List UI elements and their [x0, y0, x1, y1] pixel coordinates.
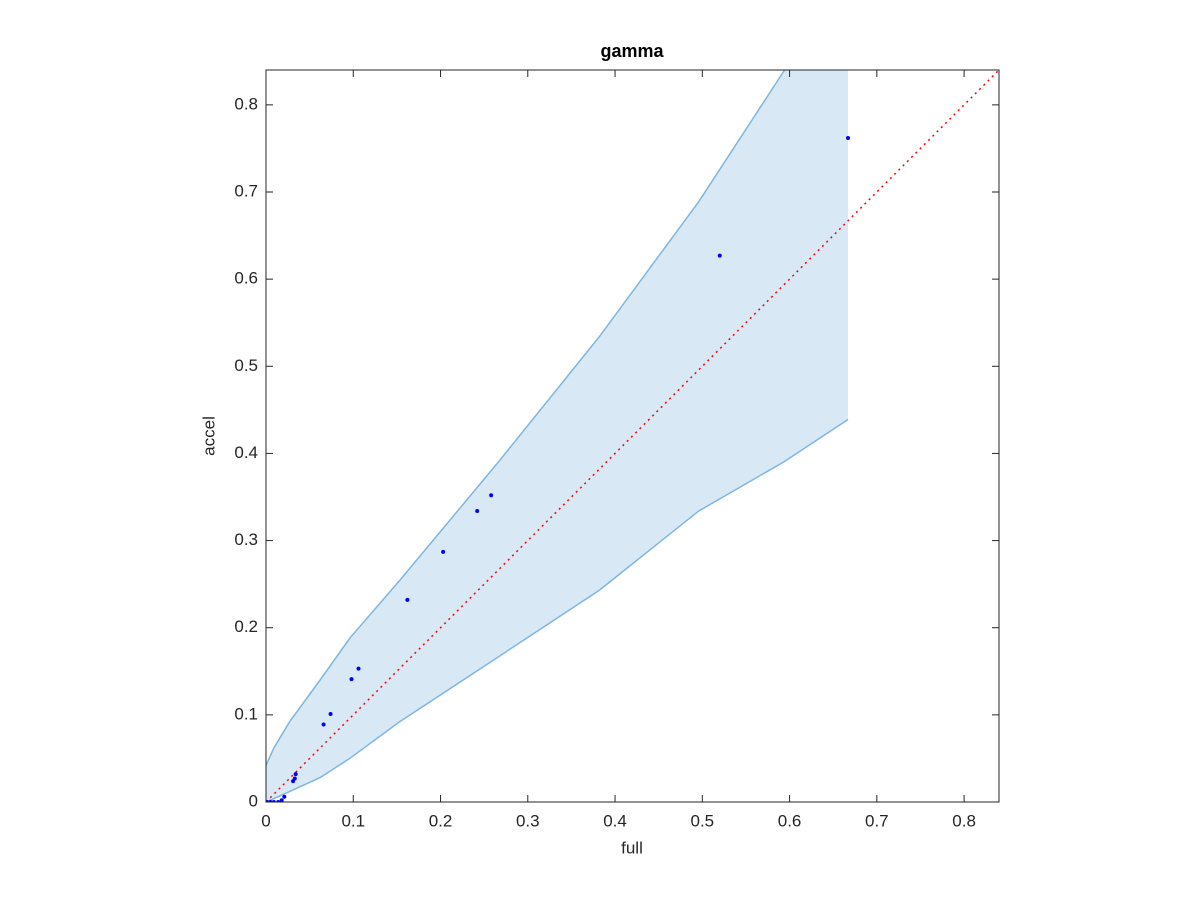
x-tick-label: 0.7 — [865, 811, 889, 830]
y-axis-label: accel — [199, 416, 218, 456]
y-tick-label: 0.8 — [234, 94, 258, 113]
x-tick-label: 0.5 — [690, 811, 714, 830]
x-axis-label: full — [621, 838, 643, 857]
data-point — [405, 597, 410, 602]
y-tick-label: 0.4 — [234, 443, 258, 462]
x-tick-label: 0 — [261, 811, 270, 830]
x-tick-label: 0.8 — [952, 811, 976, 830]
data-point — [717, 253, 722, 258]
y-tick-label: 0.2 — [234, 617, 258, 636]
band-edge — [266, 418, 849, 802]
axes-box — [265, 69, 1000, 803]
band-area — [266, 70, 849, 802]
data-point — [356, 666, 361, 671]
plot-area — [266, 70, 999, 802]
x-tick-label: 0.1 — [341, 811, 365, 830]
data-point — [321, 722, 326, 727]
x-tick-label: 0.2 — [429, 811, 453, 830]
data-point — [293, 772, 298, 777]
x-tick-label: 0.4 — [603, 811, 627, 830]
data-point — [441, 549, 446, 554]
x-tick-label: 0.3 — [516, 811, 540, 830]
y-tick-label: 0 — [249, 791, 258, 810]
x-tick-label: 0.6 — [778, 811, 802, 830]
y-tick-label: 0.5 — [234, 356, 258, 375]
band-edge — [266, 70, 786, 766]
data-point — [282, 794, 287, 799]
data-point — [328, 711, 333, 716]
data-point — [489, 493, 494, 498]
y-tick-label: 0.3 — [234, 530, 258, 549]
chart-title: gamma — [600, 41, 664, 61]
y-tick-label: 0.1 — [234, 704, 258, 723]
data-point — [279, 798, 284, 802]
data-point — [291, 779, 296, 784]
data-point — [475, 508, 480, 513]
reference-line — [266, 70, 999, 802]
data-point — [349, 677, 354, 682]
y-tick-label: 0.6 — [234, 269, 258, 288]
y-tick-label: 0.7 — [234, 181, 258, 200]
data-point — [846, 135, 851, 140]
